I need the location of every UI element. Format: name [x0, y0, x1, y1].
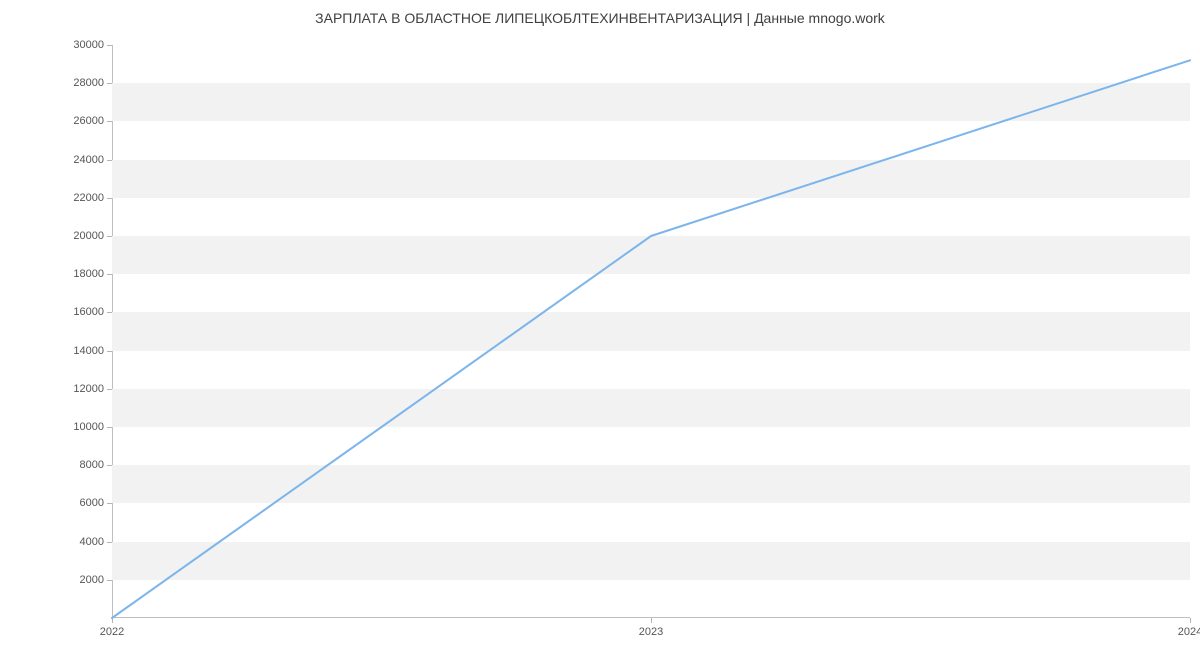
- line-series: [112, 60, 1190, 618]
- y-tick-label: 6000: [80, 497, 104, 509]
- y-tick-label: 24000: [73, 154, 104, 166]
- plot-area: 2000400060008000100001200014000160001800…: [112, 45, 1190, 618]
- x-tick-label: 2022: [100, 626, 124, 638]
- line-series-layer: [112, 45, 1190, 618]
- y-tick-label: 10000: [73, 421, 104, 433]
- y-tick-label: 12000: [73, 383, 104, 395]
- y-tick-label: 28000: [73, 77, 104, 89]
- x-tick-mark: [651, 618, 652, 623]
- y-tick-label: 26000: [73, 115, 104, 127]
- salary-line-chart: ЗАРПЛАТА В ОБЛАСТНОЕ ЛИПЕЦКОБЛТЕХИНВЕНТА…: [0, 0, 1200, 650]
- y-tick-label: 22000: [73, 192, 104, 204]
- y-tick-label: 8000: [80, 459, 104, 471]
- y-tick-label: 30000: [73, 39, 104, 51]
- y-tick-label: 20000: [73, 230, 104, 242]
- x-tick-mark: [1190, 618, 1191, 623]
- y-tick-label: 2000: [80, 574, 104, 586]
- y-tick-label: 14000: [73, 345, 104, 357]
- y-tick-label: 16000: [73, 306, 104, 318]
- y-tick-label: 18000: [73, 268, 104, 280]
- x-tick-label: 2024: [1178, 626, 1200, 638]
- chart-title: ЗАРПЛАТА В ОБЛАСТНОЕ ЛИПЕЦКОБЛТЕХИНВЕНТА…: [0, 10, 1200, 26]
- y-tick-label: 4000: [80, 536, 104, 548]
- x-tick-label: 2023: [639, 626, 663, 638]
